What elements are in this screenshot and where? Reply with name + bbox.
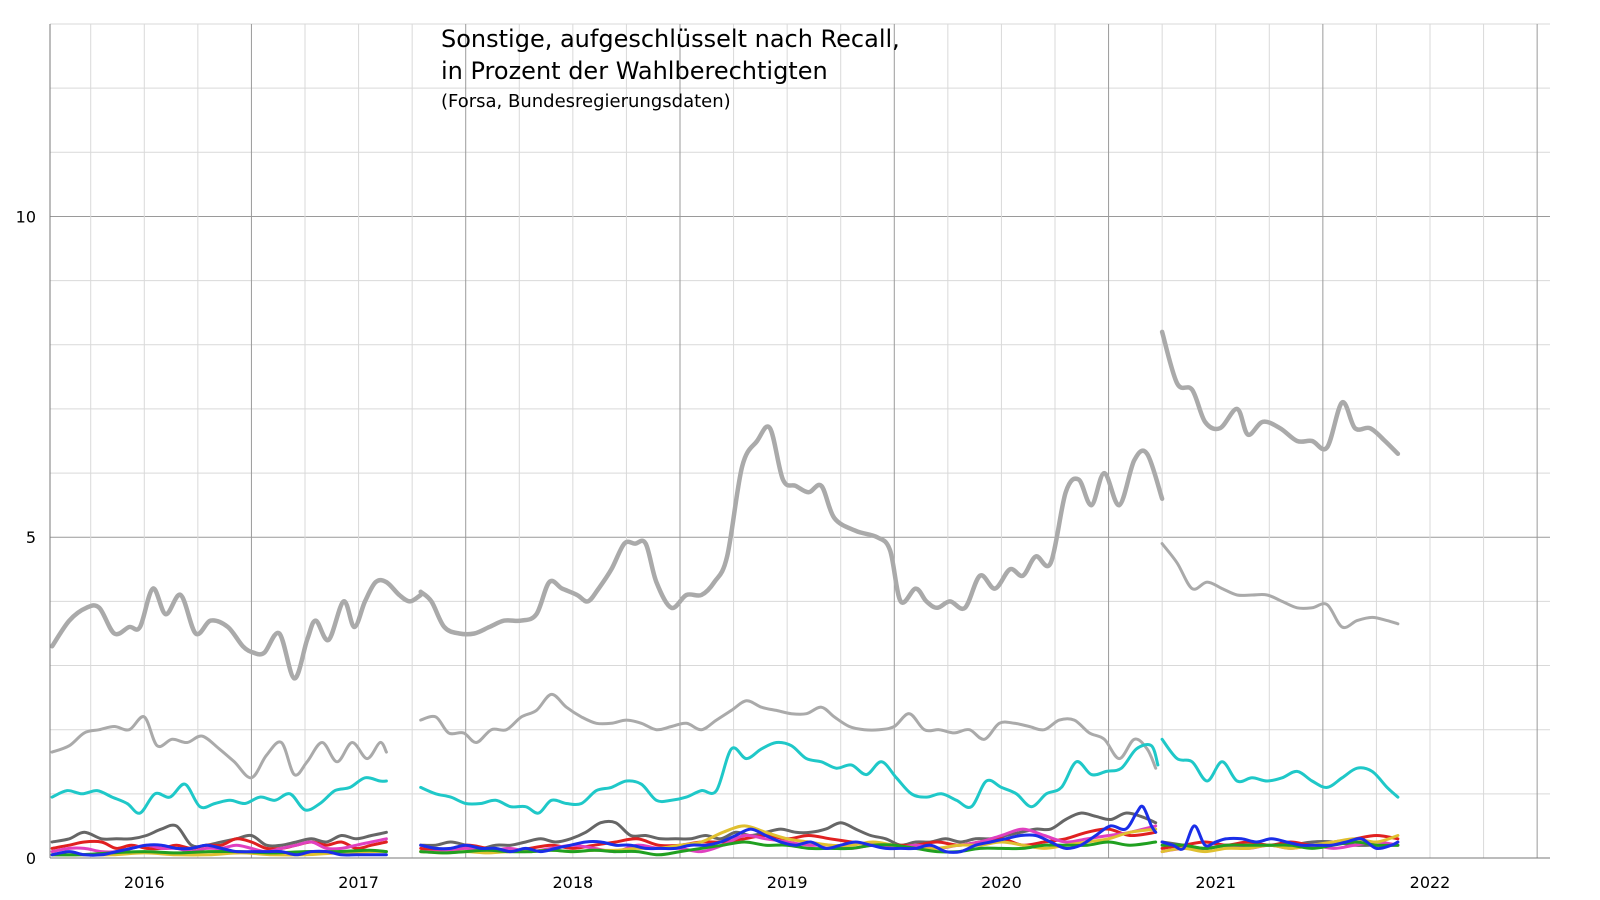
- tick-labels: 0 5 10 2016 2017 2018 2019 2020 2021 2022: [16, 207, 1451, 892]
- series-line-3: [50, 715, 388, 780]
- series-lines: [49, 329, 1401, 857]
- x-tick-label: 2017: [338, 873, 379, 892]
- x-tick-label: 2016: [124, 873, 165, 892]
- series-line-25: [419, 804, 1158, 854]
- chart-title-line-2: in Prozent der Wahlberechtigten: [441, 57, 828, 85]
- y-tick-label: 5: [26, 528, 36, 547]
- series-line-12: [50, 837, 388, 851]
- x-tick-label: 2020: [981, 873, 1022, 892]
- series-line-2: [1159, 329, 1401, 457]
- series-line-1: [418, 424, 1165, 637]
- series-line-5: [1160, 542, 1400, 630]
- x-tick-label: 2022: [1410, 873, 1451, 892]
- axes: [49, 24, 1550, 859]
- series-line-24: [50, 843, 388, 857]
- series-line-9: [50, 823, 388, 849]
- x-tick-label: 2021: [1195, 873, 1236, 892]
- y-tick-label: 10: [16, 207, 36, 226]
- grid-lines: [50, 23, 1550, 859]
- series-line-6: [50, 776, 388, 815]
- series-line-4: [419, 692, 1158, 770]
- series-line-7: [419, 740, 1160, 815]
- series-line-8: [1160, 737, 1400, 799]
- x-tick-label: 2018: [552, 873, 593, 892]
- chart-title-line-1: Sonstige, aufgeschlüsselt nach Recall,: [441, 25, 900, 53]
- series-line-0: [49, 577, 423, 681]
- chart-title-block: Sonstige, aufgeschlüsselt nach Recall, i…: [441, 25, 900, 112]
- series-line-26: [1160, 824, 1400, 851]
- y-tick-label: 0: [26, 849, 36, 868]
- series-line-10: [419, 811, 1158, 850]
- x-tick-label: 2019: [767, 873, 808, 892]
- series-line-23: [1160, 840, 1400, 850]
- chart-subtitle: (Forsa, Bundesregierungsdaten): [441, 91, 731, 112]
